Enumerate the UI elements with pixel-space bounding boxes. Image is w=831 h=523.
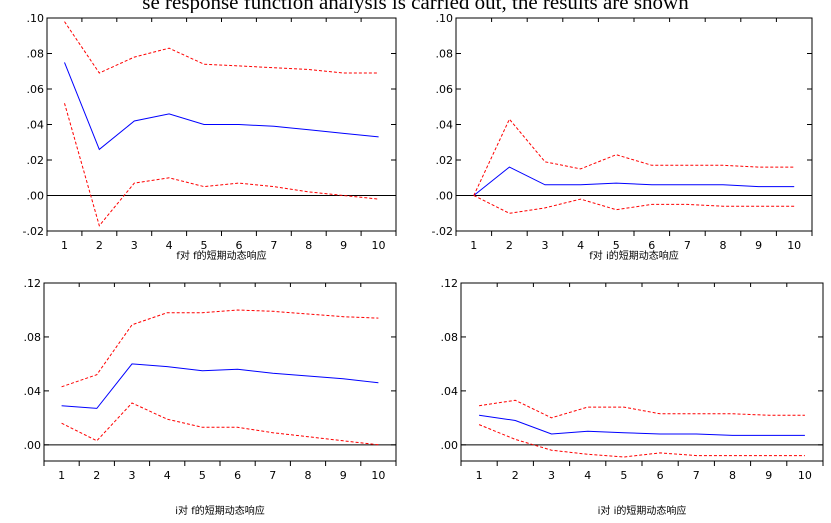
y-tick-label: -.02 [432,225,453,238]
y-tick-label: .00 [441,439,459,452]
x-tick-label: 5 [201,239,208,252]
x-tick-label: 10 [371,469,385,482]
x-tick-label: 3 [129,469,136,482]
chart-svg: .10 .08 .06 .04 .02 .00 -.02 1 2 3 4 5 6 7 8 9 10 f对 i的短期… [432,13,813,262]
x-tick-label: 1 [61,239,68,252]
x-tick-label: 2 [512,469,519,482]
x-tick-label: 2 [96,239,103,252]
header-text: se response function analysis is carried… [142,0,689,13]
upper-band-line [61,309,379,388]
x-tick-label: 10 [798,469,812,482]
y-tick-label: .08 [27,48,45,61]
chart-panel-i-i: .12 .08 .04 .00 1 2 3 4 5 6 7 8 9 10 i对 i的短期动态响应 [425,275,826,523]
chart-svg: .12 .08 .04 .00 1 2 3 4 5 6 7 8 9 10 i对 i的短期动态响应 [441,277,824,517]
response-line [64,62,379,151]
x-tick-label: 2 [93,469,100,482]
lower-band-line [473,195,795,214]
x-tick-label: 2 [506,239,513,252]
response-line [479,414,805,436]
x-tick-label: 9 [765,469,772,482]
y-tick-label: .00 [24,439,42,452]
lower-band-line [478,424,805,458]
y-tick-label: .00 [27,190,45,203]
x-tick-label: 9 [340,239,347,252]
x-tick-label: 1 [470,239,477,252]
y-tick-label: .06 [27,83,45,96]
x-tick-label: 6 [648,239,655,252]
x-tick-label: 7 [270,239,277,252]
y-tick-label: .04 [27,119,45,132]
x-axis-title: i对 f的短期动态响应 [175,504,264,517]
x-tick-label: 1 [476,469,483,482]
x-tick-label: 3 [548,469,555,482]
y-tick-label: .08 [24,331,42,344]
lower-band-line [64,103,379,227]
lower-band-line [61,402,379,446]
y-tick-label: .04 [436,119,454,132]
chart-panel-i-f: .12 .08 .04 .00 1 2 3 4 5 6 7 8 9 10 i对 f的短期动态响应 [8,275,403,523]
y-tick-label: .08 [436,48,454,61]
y-tick-label: .08 [441,331,459,344]
x-tick-label: 8 [305,239,312,252]
x-tick-label: 8 [720,239,727,252]
chart-svg: .10 .08 .06 .04 .02 .00 -.02 1 2 3 4 5 6 7 8 9 10 f对 f的短期… [23,13,397,262]
y-tick-label: .04 [441,385,459,398]
y-tick-label: .00 [436,190,454,203]
plot-frame [455,17,813,232]
x-tick-label: 5 [620,469,627,482]
chart-svg: .12 .08 .04 .00 1 2 3 4 5 6 7 8 9 10 i对 f的短期动态响应 [24,277,397,517]
chart-panel-f-i: .10 .08 .06 .04 .02 .00 -.02 1 2 3 4 5 6 7 8 9 10 f对 i的短期… [420,13,824,275]
y-tick-label: .06 [436,83,454,96]
plot-frame [460,282,824,462]
response-line [473,166,795,196]
upper-band-line [473,118,795,196]
x-tick-label: 9 [755,239,762,252]
x-tick-label: 7 [684,239,691,252]
x-axis-title: i对 i的短期动态响应 [598,504,687,517]
x-tick-label: 4 [166,239,173,252]
response-line [61,363,379,409]
x-tick-label: 6 [235,239,242,252]
y-tick-label: .12 [24,277,42,290]
upper-band-line [64,21,379,74]
x-tick-label: 9 [340,469,347,482]
x-tick-label: 10 [787,239,801,252]
x-tick-label: 4 [577,239,584,252]
y-tick-label: -.02 [23,225,44,238]
plot-frame [43,282,397,462]
x-tick-label: 8 [305,469,312,482]
x-tick-label: 4 [164,469,171,482]
y-tick-label: .10 [27,13,45,25]
x-axis-title: f对 f的短期动态响应 [176,249,266,262]
x-tick-label: 5 [613,239,620,252]
y-tick-label: .12 [441,277,459,290]
x-axis-title: f对 i的短期动态响应 [589,249,678,262]
y-tick-label: .04 [24,385,42,398]
x-tick-label: 10 [372,239,386,252]
x-tick-label: 3 [131,239,138,252]
chart-panel-f-f: .10 .08 .06 .04 .02 .00 -.02 1 2 3 4 5 6 7 8 9 10 f对 f的短期… [14,13,406,275]
y-tick-label: .02 [436,154,454,167]
x-tick-label: 7 [269,469,276,482]
x-tick-label: 6 [234,469,241,482]
y-tick-label: .02 [27,154,45,167]
x-tick-label: 8 [729,469,736,482]
x-tick-label: 6 [657,469,664,482]
x-tick-label: 7 [693,469,700,482]
upper-band-line [479,399,805,419]
x-tick-label: 5 [199,469,206,482]
x-tick-label: 3 [542,239,549,252]
y-tick-label: .10 [436,13,454,25]
x-tick-label: 4 [584,469,591,482]
x-tick-label: 1 [58,469,65,482]
